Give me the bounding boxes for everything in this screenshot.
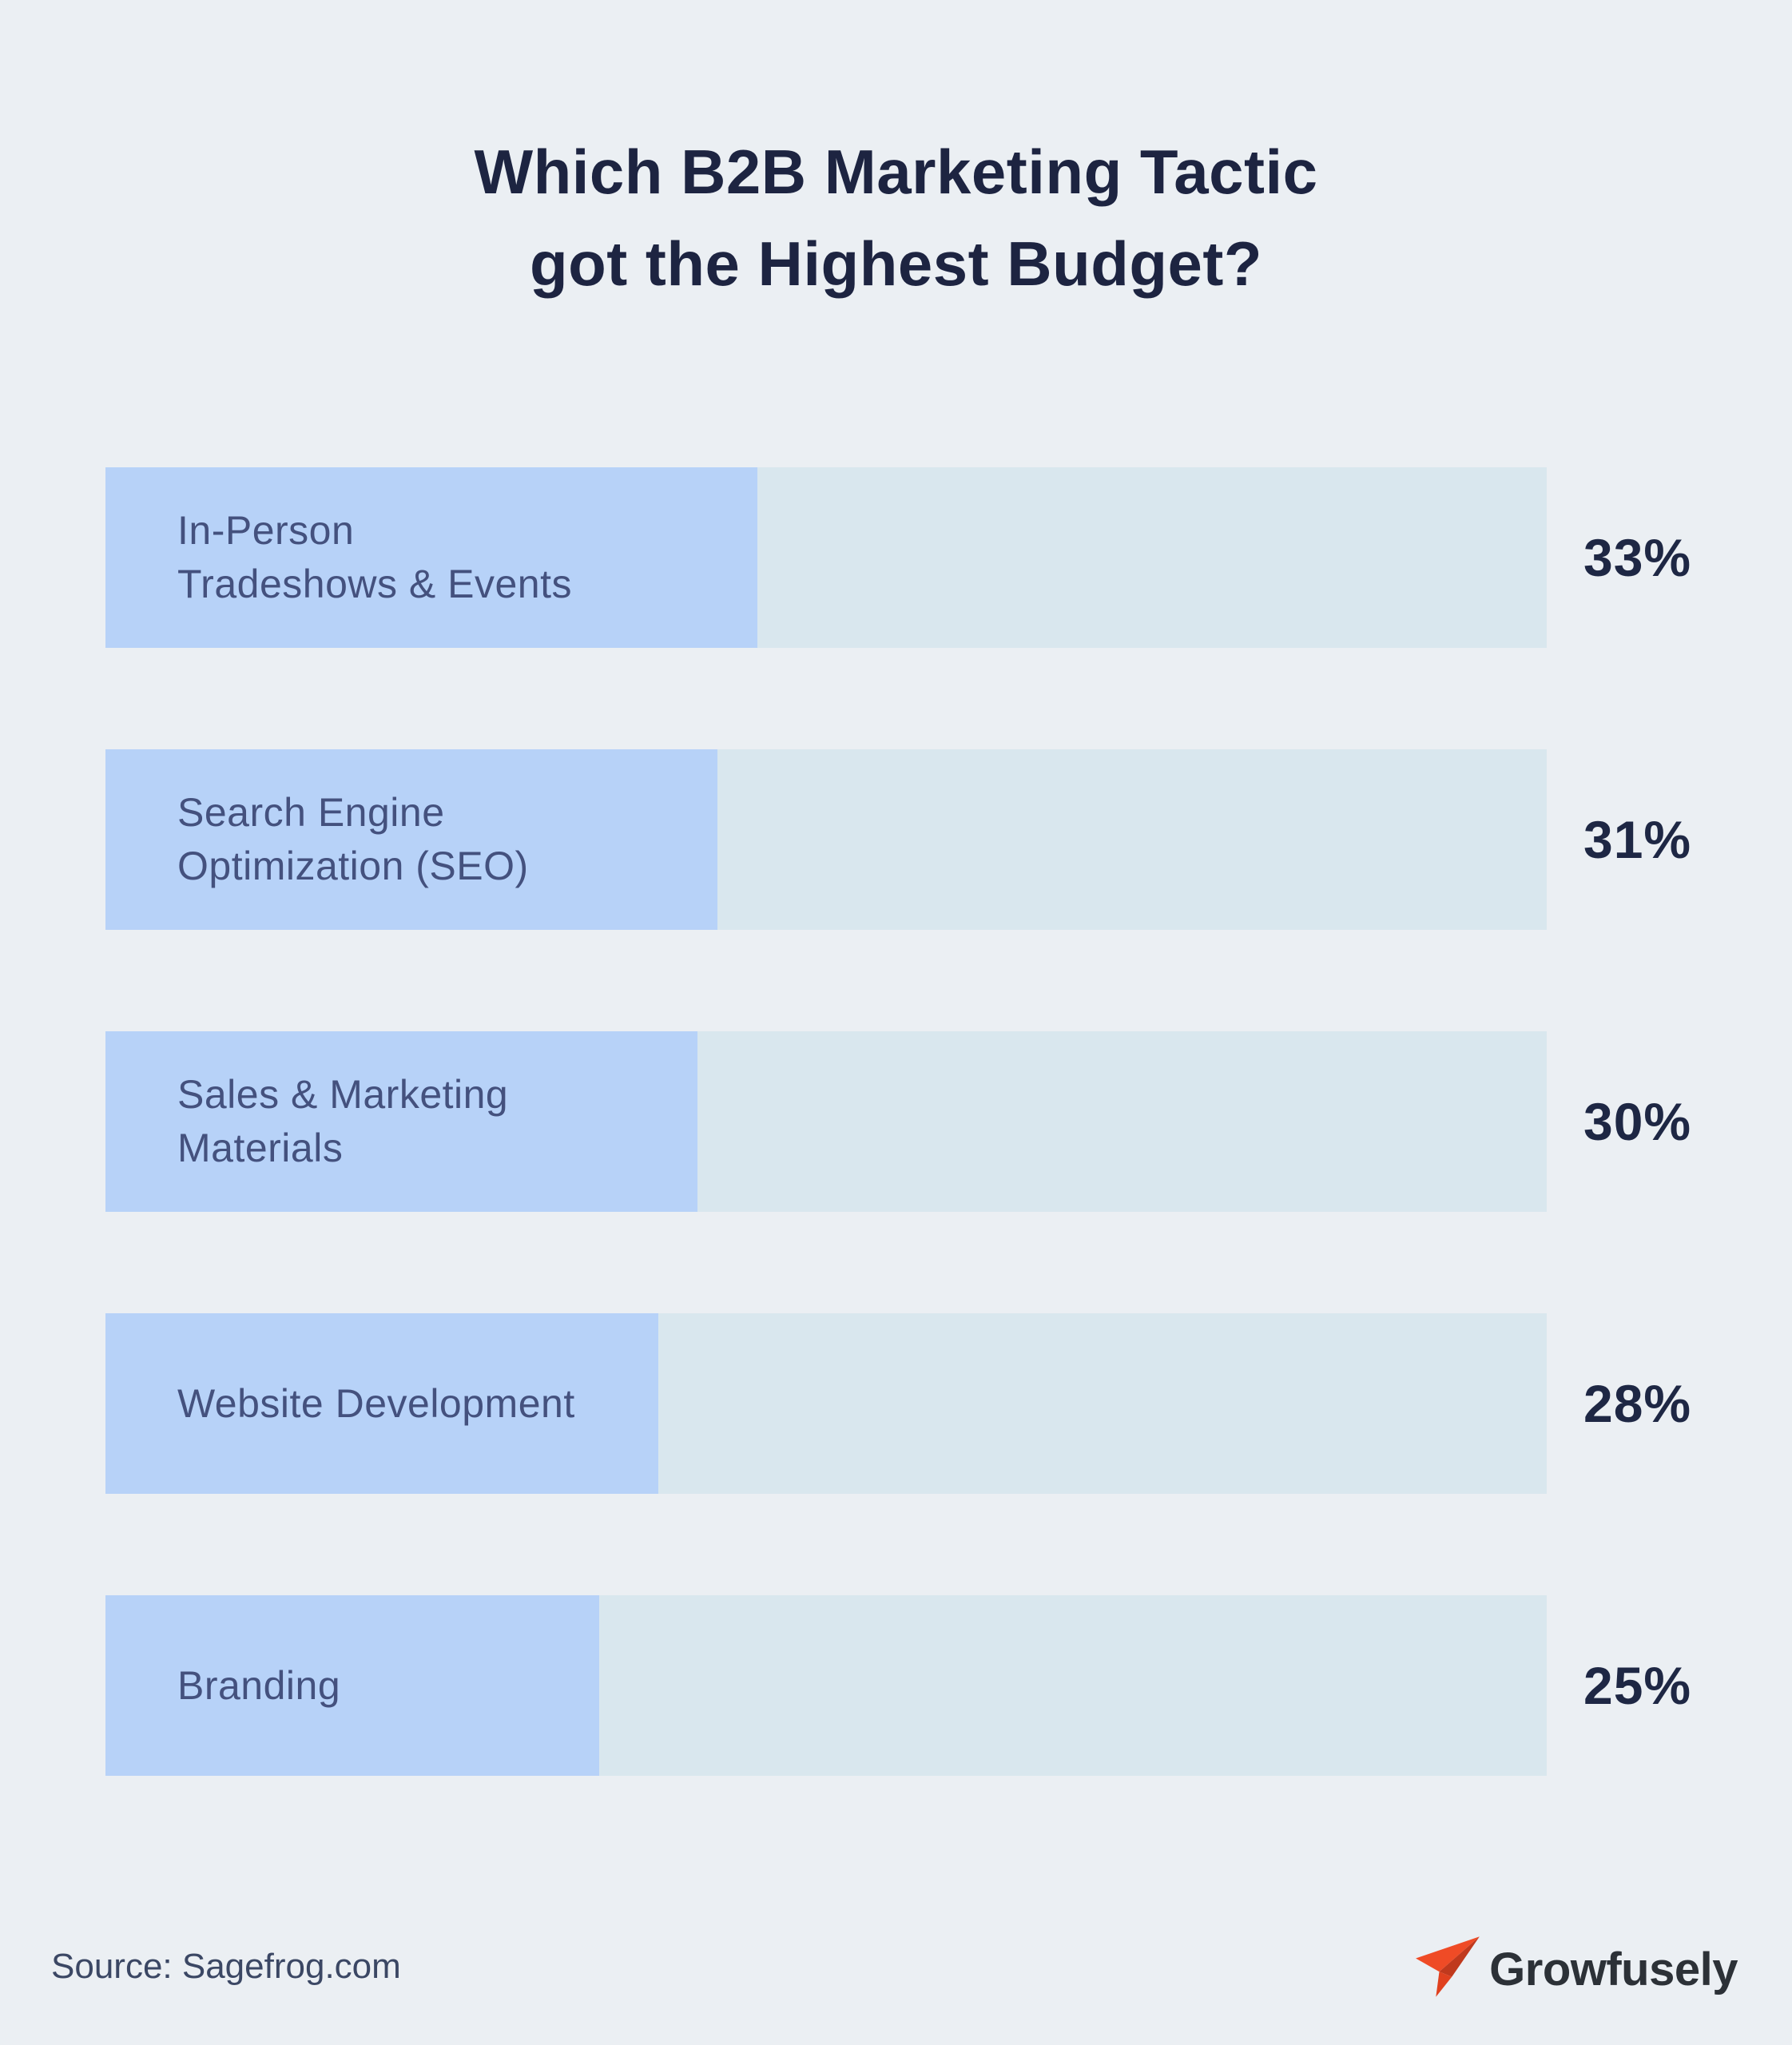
bar-category-label: In-Person Tradeshows & Events xyxy=(177,508,572,606)
paper-plane-icon xyxy=(1416,1936,1480,1997)
source-text: Source: Sagefrog.com xyxy=(51,1947,401,1986)
bar-fill: In-Person Tradeshows & Events xyxy=(105,467,757,648)
bar-value-label: 31% xyxy=(1583,810,1692,869)
bar-category-label: Sales & Marketing Materials xyxy=(177,1072,509,1170)
bar-fill: Website Development xyxy=(105,1313,658,1494)
bar-value-label: 25% xyxy=(1583,1656,1692,1715)
bar-row: Search Engine Optimization (SEO) 31% xyxy=(105,749,1691,930)
bar-category-label: Branding xyxy=(177,1662,341,1708)
bar-value-label: 30% xyxy=(1583,1092,1692,1151)
bar-category-label: Website Development xyxy=(177,1380,575,1426)
bar-category-label: Search Engine Optimization (SEO) xyxy=(177,790,529,888)
bar-row: Sales & Marketing Materials 30% xyxy=(105,1031,1691,1212)
bar-row: Branding 25% xyxy=(105,1595,1691,1776)
bar-value-label: 33% xyxy=(1583,528,1692,587)
bar-fill: Branding xyxy=(105,1595,599,1776)
brand-logo: Growfusely xyxy=(1414,1933,1738,2005)
bar-row: In-Person Tradeshows & Events 33% xyxy=(105,467,1691,648)
bar-value-label: 28% xyxy=(1583,1374,1692,1433)
chart-title-line-2: got the Highest Budget? xyxy=(529,228,1263,299)
bar-row: Website Development 28% xyxy=(105,1313,1691,1494)
bar-fill: Search Engine Optimization (SEO) xyxy=(105,749,718,930)
brand-name: Growfusely xyxy=(1489,1943,1738,1995)
bar-fill: Sales & Marketing Materials xyxy=(105,1031,698,1212)
chart-title: Which B2B Marketing Tactic got the Highe… xyxy=(0,126,1792,309)
chart-title-line-1: Which B2B Marketing Tactic xyxy=(474,137,1318,207)
bar-chart: In-Person Tradeshows & Events 33% Search E… xyxy=(105,467,1691,1877)
